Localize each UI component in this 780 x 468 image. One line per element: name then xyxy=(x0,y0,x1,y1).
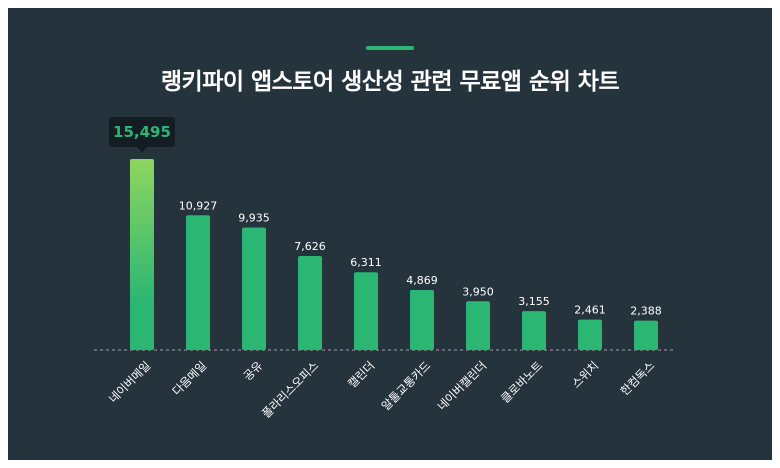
category-label-4: 폴라리스오피스 xyxy=(259,358,321,420)
value-label-2: 10,927 xyxy=(179,199,218,212)
bar-4 xyxy=(298,255,322,350)
value-label-1: 15,495 xyxy=(113,123,171,141)
tooltip-pointer xyxy=(137,147,147,153)
bar-10 xyxy=(634,320,658,350)
category-label-8: 클로바노트 xyxy=(498,358,545,405)
value-label-6: 4,869 xyxy=(406,274,438,287)
value-label-5: 6,311 xyxy=(350,256,382,269)
bar-9 xyxy=(578,319,602,350)
title-accent-bar xyxy=(366,46,414,50)
highlight-tooltip: 15,495 xyxy=(109,117,175,153)
bar-1 xyxy=(130,159,154,350)
value-label-4: 7,626 xyxy=(294,240,326,253)
category-label-3: 공유 xyxy=(240,358,265,383)
bar-8 xyxy=(522,311,546,350)
category-label-1: 네이버메일 xyxy=(106,358,153,405)
bar-3 xyxy=(242,227,266,350)
value-label-8: 3,155 xyxy=(518,295,550,308)
category-label-10: 한컴독스 xyxy=(618,358,658,398)
category-label-9: 스위치 xyxy=(569,358,601,390)
bar-chart: 15,495 네이버메일 10,927 다음메일 9,935 공유 7,626 폴라리스오피스… xyxy=(94,117,676,421)
bar-5 xyxy=(354,272,378,350)
category-label-2: 다음메일 xyxy=(170,358,210,398)
value-label-7: 3,950 xyxy=(462,285,494,298)
chart-panel: 랭키파이 앱스토어 생산성 관련 무료앱 순위 차트 15,495 네이버메일 10… xyxy=(8,8,772,460)
value-label-3: 9,935 xyxy=(238,212,270,225)
value-label-9: 2,461 xyxy=(574,304,606,317)
bar-2 xyxy=(186,215,210,350)
bar-6 xyxy=(410,289,434,350)
chart-title: 랭키파이 앱스토어 생산성 관련 무료앱 순위 차트 xyxy=(160,69,620,95)
value-label-10: 2,388 xyxy=(630,305,662,318)
category-label-6: 알툴교통카드 xyxy=(379,358,434,413)
category-label-5: 캘린더 xyxy=(345,358,377,390)
category-label-7: 네이버캘린더 xyxy=(435,358,490,413)
tooltip-box xyxy=(109,117,175,147)
bar-7 xyxy=(466,301,490,350)
